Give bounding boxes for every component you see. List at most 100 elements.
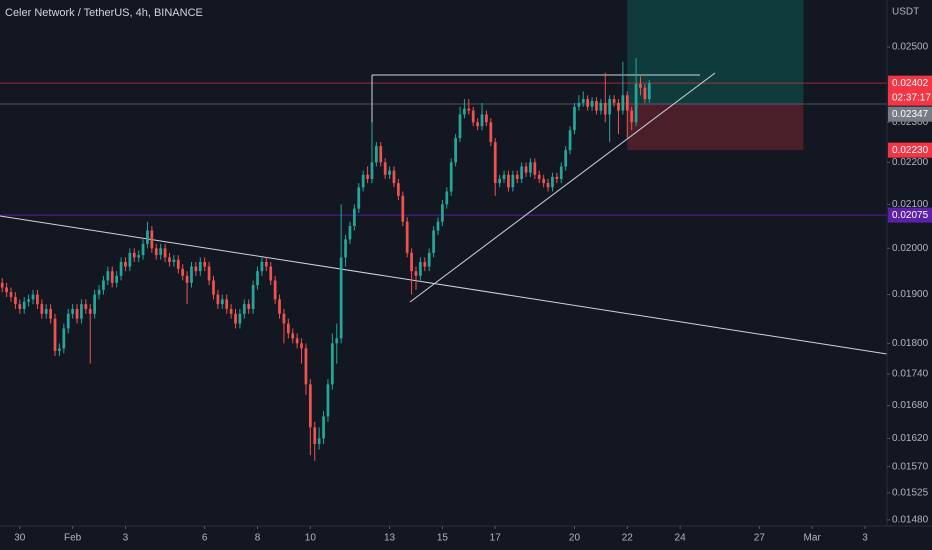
candle-body xyxy=(551,176,554,188)
candle-body xyxy=(115,275,119,283)
price-label-box xyxy=(888,142,932,158)
candle-body xyxy=(44,308,48,314)
x-tick-label: 3 xyxy=(123,533,129,544)
candle-body xyxy=(0,282,4,288)
candle-body xyxy=(375,146,378,163)
y-tick-label: 0.02200 xyxy=(892,157,929,168)
candle-body xyxy=(423,261,427,267)
candle-body xyxy=(278,299,281,314)
x-tick-label: 13 xyxy=(384,533,396,544)
y-tick-label: 0.01900 xyxy=(892,289,929,300)
candle-body xyxy=(379,146,383,163)
candle-body xyxy=(36,294,39,305)
x-axis-panel xyxy=(0,526,932,550)
candle-body xyxy=(190,266,193,283)
candle-body xyxy=(392,170,396,184)
candle-body xyxy=(366,174,369,179)
candle-body xyxy=(617,102,620,111)
candle-body xyxy=(264,261,268,267)
candle-body xyxy=(419,261,422,276)
candle-body xyxy=(238,313,242,324)
candle-body xyxy=(339,257,343,339)
profit-zone xyxy=(627,0,804,105)
candle-body xyxy=(282,313,286,324)
y-tick-label: 0.01800 xyxy=(892,338,929,349)
candle-body xyxy=(612,99,616,103)
candle-body xyxy=(445,191,449,205)
price-label: 0.02347 xyxy=(892,109,929,120)
candle-body xyxy=(498,178,501,184)
candle-body xyxy=(326,384,330,417)
candle-body xyxy=(559,166,563,179)
candle-body xyxy=(436,221,440,231)
candle-body xyxy=(577,102,581,107)
y-axis-label: USDT xyxy=(892,7,919,18)
candle-body xyxy=(5,287,8,293)
candle-body xyxy=(194,266,198,272)
y-tick-label: 0.01740 xyxy=(892,369,929,380)
candle-body xyxy=(357,187,361,209)
candle-body xyxy=(427,252,431,267)
candle-body xyxy=(256,271,259,286)
candle-body xyxy=(242,304,246,314)
candle-body xyxy=(172,259,176,262)
candle-body xyxy=(568,130,572,151)
candle-body xyxy=(93,294,97,314)
candle-body xyxy=(181,268,185,276)
candle-body xyxy=(643,87,647,100)
y-tick-label: 0.01680 xyxy=(892,400,929,411)
candle-body xyxy=(58,348,61,351)
candle-body xyxy=(22,301,26,309)
candle-body xyxy=(625,95,629,111)
price-label-box xyxy=(888,106,932,122)
candle-body xyxy=(581,99,585,103)
candle-body xyxy=(31,294,35,300)
candle-body xyxy=(106,271,110,281)
candle-body xyxy=(71,308,74,314)
candle-body xyxy=(295,338,299,344)
candle-body xyxy=(225,299,229,309)
candle-body xyxy=(542,178,546,184)
candle-body xyxy=(88,308,92,314)
candle-body xyxy=(537,174,541,179)
candle-body xyxy=(220,299,224,305)
candle-body xyxy=(621,95,625,111)
x-tick-label: 6 xyxy=(202,533,208,544)
candle-body xyxy=(586,99,590,107)
candle-body xyxy=(330,343,334,385)
candle-body xyxy=(207,266,211,281)
candle-body xyxy=(304,348,308,385)
candle-body xyxy=(647,83,651,100)
chart-title: Celer Network / TetherUS, 4h, BINANCE xyxy=(5,7,203,19)
candle-body xyxy=(141,243,145,256)
axes: 0.02500 0.02300 0.02200 0.02100 0.02000 0.019… xyxy=(14,42,928,544)
x-tick-label: Feb xyxy=(64,533,82,544)
candle-body xyxy=(53,318,57,351)
candle-body xyxy=(485,114,488,123)
candle-body xyxy=(348,226,352,240)
candle-body xyxy=(97,289,101,295)
candle-body xyxy=(154,248,158,256)
loss-zone xyxy=(627,104,804,151)
candle-body xyxy=(590,100,594,107)
candle-body xyxy=(555,176,559,179)
candle-body xyxy=(476,122,479,127)
y-tick-label: 0.02300 xyxy=(892,117,929,128)
candle-body xyxy=(458,114,462,139)
candle-body xyxy=(49,308,52,319)
y-tick-label: 0.01480 xyxy=(892,515,929,526)
x-tick-label: 17 xyxy=(490,533,502,544)
candle-body xyxy=(247,304,251,309)
x-tick-label: 22 xyxy=(622,533,634,544)
candle-body xyxy=(75,308,79,319)
y-tick-label: 0.02000 xyxy=(892,243,929,254)
x-tick-label: 10 xyxy=(305,533,317,544)
candle-body xyxy=(146,230,149,244)
x-tick-label: 27 xyxy=(754,533,766,544)
candle-body xyxy=(533,162,537,175)
price-label: 0.02075 xyxy=(892,210,929,221)
candle-body xyxy=(14,296,17,305)
candle-body xyxy=(370,162,374,179)
